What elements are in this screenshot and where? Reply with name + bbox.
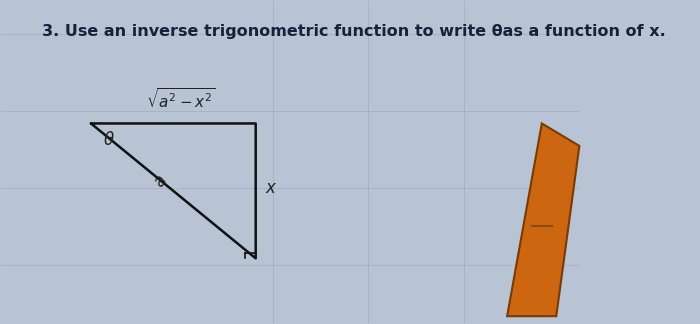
- Text: θ: θ: [104, 131, 113, 148]
- Text: 3. Use an inverse trigonometric function to write θas a function of x.: 3. Use an inverse trigonometric function…: [42, 24, 666, 39]
- Text: a: a: [150, 172, 171, 191]
- Text: x: x: [265, 179, 275, 197]
- Polygon shape: [507, 123, 580, 316]
- Text: $\sqrt{a^2-x^2}$: $\sqrt{a^2-x^2}$: [146, 87, 216, 111]
